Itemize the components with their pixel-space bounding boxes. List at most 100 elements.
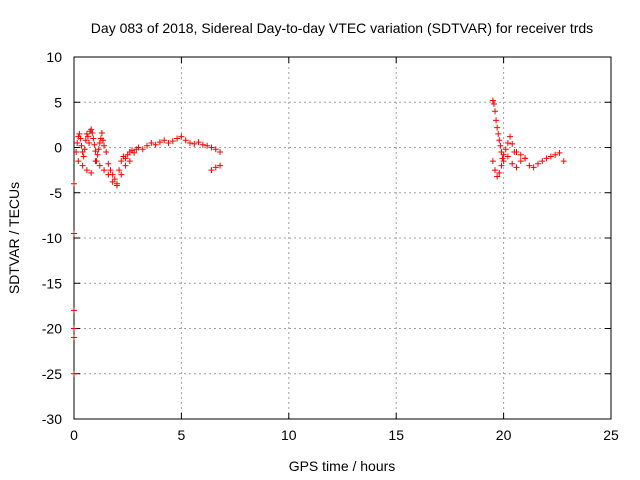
data-point — [83, 130, 90, 137]
data-point — [495, 130, 502, 137]
data-point — [71, 230, 77, 237]
data-point — [208, 167, 215, 174]
data-point — [500, 151, 507, 158]
data-point — [90, 135, 97, 142]
data-point — [502, 146, 509, 153]
data-point — [109, 178, 116, 185]
data-point — [217, 149, 224, 156]
data-point — [101, 167, 108, 174]
data-point — [77, 135, 84, 142]
data-point — [152, 141, 159, 148]
data-point — [105, 171, 112, 178]
data-point — [504, 139, 511, 146]
data-point — [534, 160, 541, 167]
data-point — [204, 142, 211, 149]
data-point — [492, 167, 499, 174]
data-point — [517, 158, 524, 165]
data-point — [71, 325, 77, 332]
data-point — [156, 139, 163, 146]
data-point — [165, 139, 172, 146]
data-point — [78, 142, 85, 149]
y-axis-label: SDTVAR / TECUs — [6, 182, 22, 294]
data-point — [161, 137, 168, 144]
data-point — [552, 151, 559, 158]
data-point — [212, 164, 219, 171]
data-point — [560, 158, 567, 165]
data-point — [144, 142, 151, 149]
data-point — [75, 158, 82, 165]
data-point — [95, 146, 102, 153]
data-point — [212, 146, 219, 153]
data-point — [122, 162, 129, 169]
data-point — [96, 139, 103, 146]
data-point — [84, 133, 91, 140]
data-point — [492, 108, 499, 115]
data-point — [169, 138, 176, 145]
x-tick-label: 20 — [496, 427, 512, 443]
data-point — [504, 153, 511, 160]
data-point — [71, 307, 77, 314]
data-point — [126, 158, 133, 165]
data-point — [217, 162, 224, 169]
data-point — [493, 117, 500, 124]
data-point — [86, 139, 93, 146]
x-tick-label: 0 — [70, 427, 78, 443]
y-tick-label: -5 — [50, 185, 63, 201]
data-point — [101, 142, 108, 149]
data-point — [517, 151, 524, 158]
data-point — [547, 153, 554, 160]
y-tick-label: 5 — [54, 94, 62, 110]
data-point — [509, 140, 516, 147]
ticks — [73, 56, 612, 420]
data-point — [81, 146, 88, 153]
y-tick-label: 10 — [46, 49, 62, 65]
data-point — [148, 139, 155, 146]
data-point — [76, 130, 83, 137]
data-point — [513, 164, 520, 171]
data-point — [208, 144, 215, 151]
data-points — [71, 97, 567, 377]
data-point — [556, 149, 563, 156]
data-point — [71, 334, 77, 341]
data-point — [122, 155, 129, 162]
data-point — [118, 171, 125, 178]
data-point — [489, 97, 496, 104]
chart-title: Day 083 of 2018, Sidereal Day-to-day VTE… — [91, 20, 593, 36]
data-point — [199, 141, 206, 148]
data-point — [494, 173, 501, 180]
y-tick-label: -25 — [42, 366, 62, 382]
tick-labels: 0 5 10 15 20 25 10 5 0 -5 -10 -15 -20 -25 -30 — [42, 49, 619, 443]
data-point — [113, 182, 120, 189]
x-tick-label: 15 — [388, 427, 404, 443]
data-point — [107, 167, 114, 174]
data-point — [543, 155, 550, 162]
grid — [74, 57, 611, 419]
data-point — [178, 133, 185, 140]
data-point — [191, 140, 198, 147]
x-tick-label: 25 — [603, 427, 619, 443]
data-point — [99, 137, 106, 144]
data-point — [499, 155, 506, 162]
y-tick-label: -15 — [42, 275, 62, 291]
data-point — [509, 160, 516, 167]
data-point — [186, 139, 193, 146]
data-point — [91, 141, 98, 148]
data-point — [89, 130, 96, 137]
data-point — [92, 158, 99, 165]
data-point — [105, 160, 112, 167]
data-point — [103, 149, 110, 156]
x-tick-label: 10 — [281, 427, 297, 443]
data-point — [71, 180, 77, 187]
data-point — [500, 158, 507, 165]
data-point — [131, 149, 138, 156]
data-point — [80, 153, 87, 160]
data-point — [496, 137, 503, 144]
y-tick-label: -30 — [42, 411, 62, 427]
data-point — [82, 137, 89, 144]
data-point — [79, 162, 86, 169]
data-point — [513, 149, 520, 156]
data-point — [92, 148, 99, 155]
x-axis-label: GPS time / hours — [289, 458, 396, 474]
